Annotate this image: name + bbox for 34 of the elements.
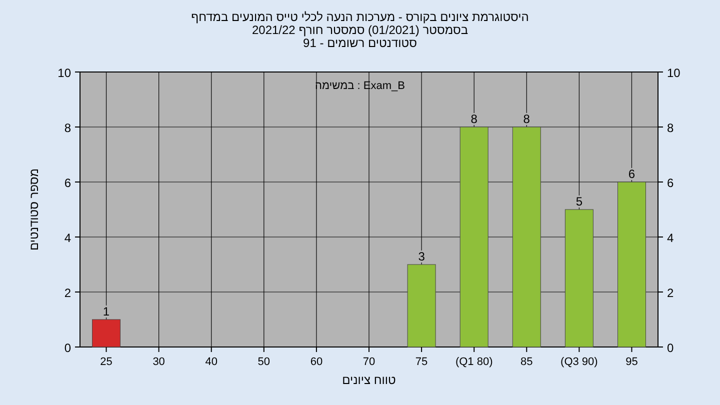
y2-tick-label: 0 xyxy=(667,341,674,355)
chart-subtitle: בסמסטר (01/2021) סמסטר חורף 2021/22 xyxy=(252,23,468,37)
y2-tick-label: 4 xyxy=(667,231,674,245)
data-label: 3 xyxy=(418,250,426,264)
x-tick-label: 60 xyxy=(310,356,323,368)
x-tick-label: 95 xyxy=(626,356,638,368)
data-label: 1 xyxy=(102,304,110,318)
x-tick-label: (Q3 90) xyxy=(560,356,598,368)
y-axis-title: מספר סטודנטים xyxy=(27,168,41,251)
x-tick-label: 75 xyxy=(415,356,428,368)
y-tick-label: 4 xyxy=(64,231,72,245)
y2-tick-label: 8 xyxy=(667,121,674,135)
data-label: 8 xyxy=(470,112,478,126)
x-axis-title: טווח ציונים xyxy=(342,373,396,387)
x-tick-label: 25 xyxy=(100,356,112,368)
text: סטודנטים רשומים - 91 xyxy=(303,36,418,50)
y-tick-label: 2 xyxy=(64,286,72,300)
y-tick-label: 6 xyxy=(64,176,72,190)
data-label: 6 xyxy=(628,167,636,181)
chart-title: היסטוגרמת ציונים בקורס - מערכות הנעה לכלי טייס המונעים במדחף xyxy=(191,10,529,24)
x-tick-label: 40 xyxy=(205,356,218,368)
y-tick-label: 8 xyxy=(64,121,72,135)
x-tick-label: 85 xyxy=(520,356,533,368)
x-tick-label: 50 xyxy=(258,356,270,368)
x-tick-label: 30 xyxy=(152,356,165,368)
data-label: 5 xyxy=(576,194,583,208)
y-tick-label: 10 xyxy=(58,66,72,80)
x-tick-label: (Q1 80) xyxy=(455,356,493,368)
y2-tick-label: 6 xyxy=(667,176,674,190)
x-tick-label: 70 xyxy=(362,356,376,368)
data-label: 8 xyxy=(523,112,530,126)
y2-tick-label: 10 xyxy=(667,66,681,80)
y-tick-label: 0 xyxy=(64,341,72,355)
y2-tick-label: 2 xyxy=(667,286,674,300)
